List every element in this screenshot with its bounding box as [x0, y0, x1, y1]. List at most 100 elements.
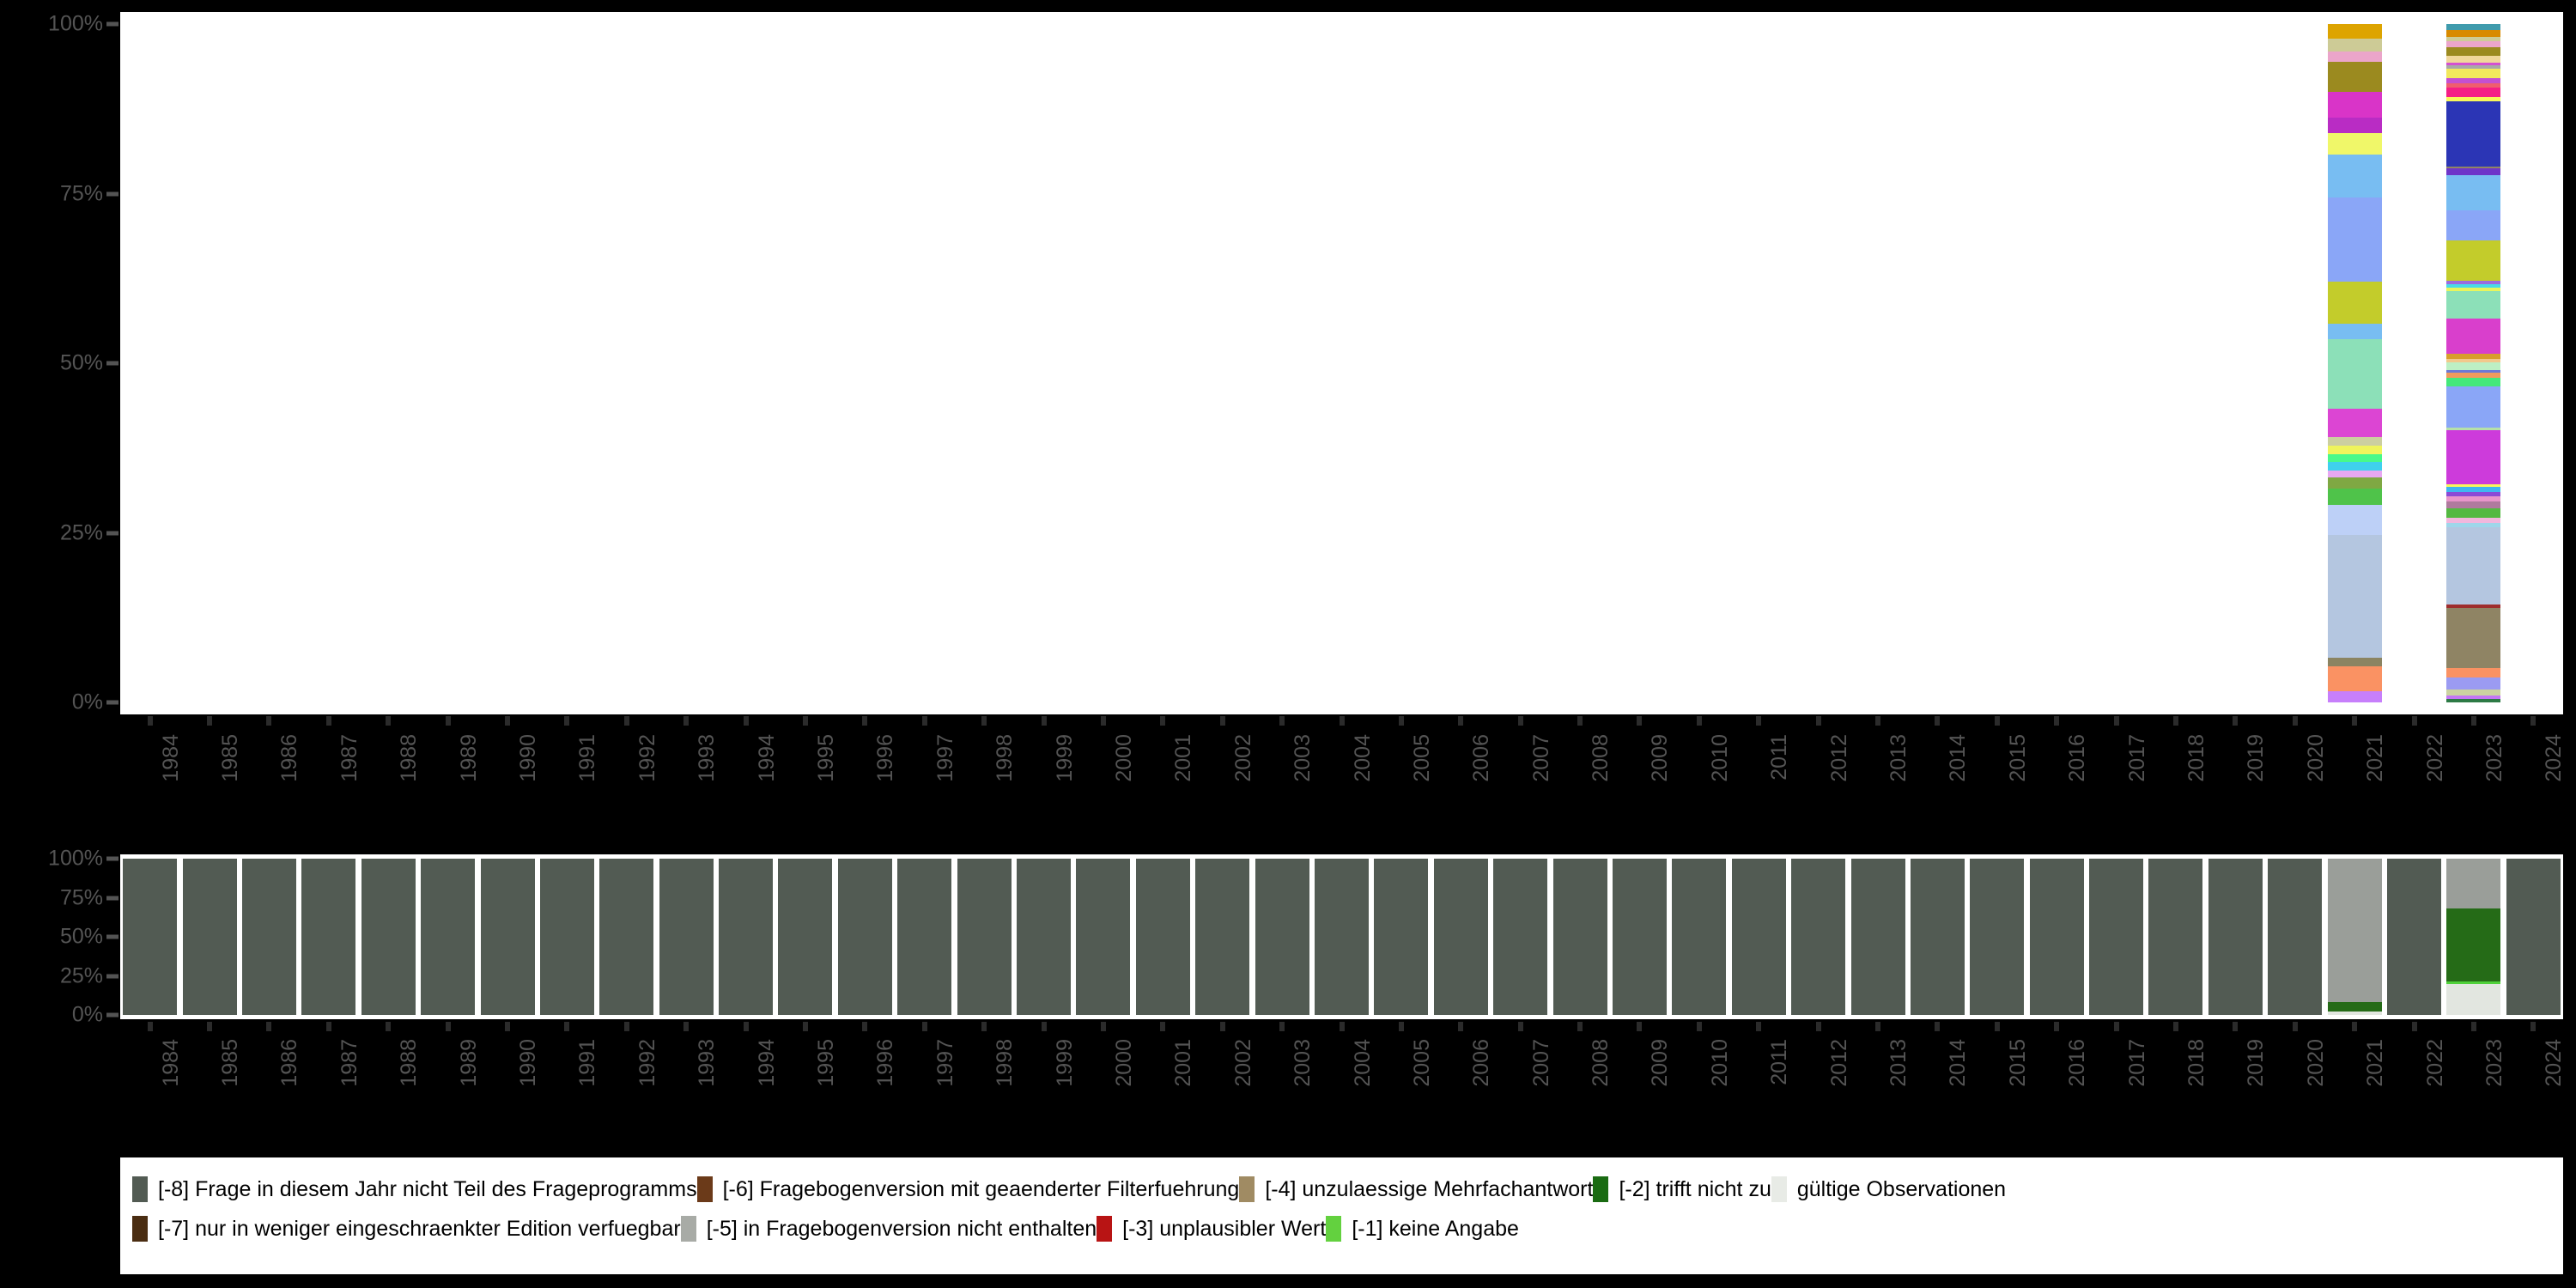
bar-segment — [1672, 859, 1727, 1015]
bottom-stacked-bar[interactable] — [1374, 859, 1429, 1015]
legend-entry[interactable]: [-4] unzulaessige Mehrfachantwort — [1239, 1170, 1593, 1209]
bottom-stacked-bar[interactable] — [1612, 859, 1667, 1015]
bottom-stacked-bar[interactable] — [2327, 859, 2382, 1015]
bottom-stacked-bar[interactable] — [659, 859, 714, 1015]
bottom-stacked-bar[interactable] — [778, 859, 833, 1015]
top-x-tick-label: 1995 — [813, 734, 838, 782]
top-x-tick-label: 2007 — [1528, 734, 1553, 782]
bar-segment — [2327, 445, 2382, 454]
top-x-tick-label: 1999 — [1052, 734, 1077, 782]
bottom-stacked-bar[interactable] — [1552, 859, 1607, 1015]
legend-entry[interactable]: [-1] keine Angabe — [1326, 1209, 1519, 1249]
top-y-tick-mark — [106, 531, 118, 535]
bottom-x-tick-label: 2002 — [1230, 1039, 1255, 1087]
bottom-stacked-bar[interactable] — [1850, 859, 1905, 1015]
top-stacked-bar[interactable] — [2327, 24, 2382, 702]
top-y-tick-label: 25% — [59, 520, 103, 544]
bottom-stacked-bar[interactable] — [2387, 859, 2442, 1015]
bottom-x-tick-label: 1998 — [993, 1039, 1018, 1087]
top-x-tick-mark — [1517, 716, 1523, 726]
top-x-tick-mark — [1458, 716, 1464, 726]
bar-segment — [2446, 517, 2501, 524]
bar-segment — [2327, 1012, 2382, 1015]
legend-entry[interactable]: [-2] trifft nicht zu — [1593, 1170, 1771, 1209]
bottom-stacked-bar[interactable] — [480, 859, 535, 1015]
legend-entry[interactable]: [-6] Fragebogenversion mit geaenderter F… — [696, 1170, 1239, 1209]
bottom-x-tick-label: 1995 — [813, 1039, 838, 1087]
bottom-stacked-bar[interactable] — [1135, 859, 1190, 1015]
legend-entry[interactable]: [-7] nur in weniger eingeschraenkter Edi… — [132, 1209, 681, 1249]
top-x-tick-mark — [802, 716, 808, 726]
bottom-stacked-bar[interactable] — [2506, 859, 2561, 1015]
top-x-tick-label: 2001 — [1171, 734, 1196, 782]
top-x-tick-mark — [325, 716, 331, 726]
bottom-stacked-bar[interactable] — [1017, 859, 1072, 1015]
bottom-stacked-bar[interactable] — [1731, 859, 1786, 1015]
top-x-tick-mark — [266, 716, 272, 726]
bottom-y-tick-label: 100% — [48, 846, 103, 871]
bottom-stacked-bar[interactable] — [2089, 859, 2144, 1015]
bottom-y-tick-mark — [106, 1012, 118, 1018]
bottom-stacked-bar[interactable] — [1493, 859, 1548, 1015]
bottom-stacked-bar[interactable] — [1255, 859, 1309, 1015]
bottom-stacked-bar[interactable] — [837, 859, 892, 1015]
bottom-x-tick-mark — [862, 1022, 868, 1031]
bottom-stacked-bar[interactable] — [1910, 859, 1965, 1015]
bottom-stacked-bar[interactable] — [599, 859, 654, 1015]
bar-segment — [2327, 534, 2382, 658]
bottom-stacked-bar[interactable] — [1433, 859, 1488, 1015]
bottom-stacked-bar[interactable] — [1315, 859, 1369, 1015]
legend-entry[interactable]: gültige Observationen — [1771, 1170, 2006, 1209]
bottom-stacked-bar[interactable] — [1970, 859, 2025, 1015]
bottom-stacked-bar[interactable] — [719, 859, 774, 1015]
top-stacked-bar[interactable] — [2446, 24, 2501, 702]
bottom-stacked-bar[interactable] — [123, 859, 178, 1015]
bottom-x-tick-label: 2018 — [2184, 1039, 2208, 1087]
bottom-stacked-bar[interactable] — [1076, 859, 1131, 1015]
top-x-tick-label: 2015 — [2005, 734, 2030, 782]
bottom-stacked-bar[interactable] — [2208, 859, 2263, 1015]
bar-segment — [2327, 52, 2382, 63]
bottom-x-tick-label: 2023 — [2482, 1039, 2506, 1087]
bottom-x-tick-mark — [1637, 1022, 1643, 1031]
bottom-stacked-bar[interactable] — [1672, 859, 1727, 1015]
bottom-x-tick-mark — [505, 1022, 511, 1031]
bottom-stacked-bar[interactable] — [539, 859, 594, 1015]
top-x-tick-mark — [1160, 716, 1166, 726]
top-y-tick-mark — [106, 21, 118, 27]
bottom-stacked-bar[interactable] — [1195, 859, 1250, 1015]
bar-segment — [1552, 859, 1607, 1015]
top-x-tick-label: 2022 — [2422, 734, 2447, 782]
bottom-stacked-bar[interactable] — [241, 859, 296, 1015]
bottom-stacked-bar[interactable] — [361, 859, 416, 1015]
bottom-x-tick-label: 1994 — [754, 1039, 779, 1087]
bottom-stacked-bar[interactable] — [421, 859, 476, 1015]
bottom-stacked-bar[interactable] — [2446, 859, 2501, 1015]
bar-segment — [1315, 859, 1369, 1015]
bar-segment — [1433, 859, 1488, 1015]
bar-segment — [2446, 427, 2501, 430]
legend-label: [-7] nur in weniger eingeschraenkter Edi… — [158, 1216, 681, 1241]
bottom-x-tick-mark — [564, 1022, 570, 1031]
bottom-stacked-bar[interactable] — [2268, 859, 2323, 1015]
bar-segment — [2446, 358, 2501, 362]
top-x-tick-label: 1984 — [158, 734, 183, 782]
bottom-stacked-bar[interactable] — [2148, 859, 2203, 1015]
legend-entry[interactable]: [-5] in Fragebogenversion nicht enthalte… — [680, 1209, 1097, 1249]
bottom-stacked-bar[interactable] — [182, 859, 237, 1015]
bar-segment — [2446, 24, 2501, 30]
top-x-tick-label: 1994 — [754, 734, 779, 782]
bottom-stacked-bar[interactable] — [1791, 859, 1846, 1015]
legend-entry[interactable]: [-3] unplausibler Wert — [1097, 1209, 1326, 1249]
bar-segment — [2446, 82, 2501, 88]
bottom-stacked-bar[interactable] — [301, 859, 356, 1015]
top-x-tick-label: 2006 — [1469, 734, 1494, 782]
bottom-stacked-bar[interactable] — [2029, 859, 2084, 1015]
legend-entry[interactable]: [-8] Frage in diesem Jahr nicht Teil des… — [132, 1170, 697, 1209]
bar-segment — [1850, 859, 1905, 1015]
bottom-stacked-bar[interactable] — [897, 859, 952, 1015]
bar-segment — [1135, 859, 1190, 1015]
bottom-stacked-bar[interactable] — [957, 859, 1012, 1015]
bar-segment — [2089, 859, 2144, 1015]
